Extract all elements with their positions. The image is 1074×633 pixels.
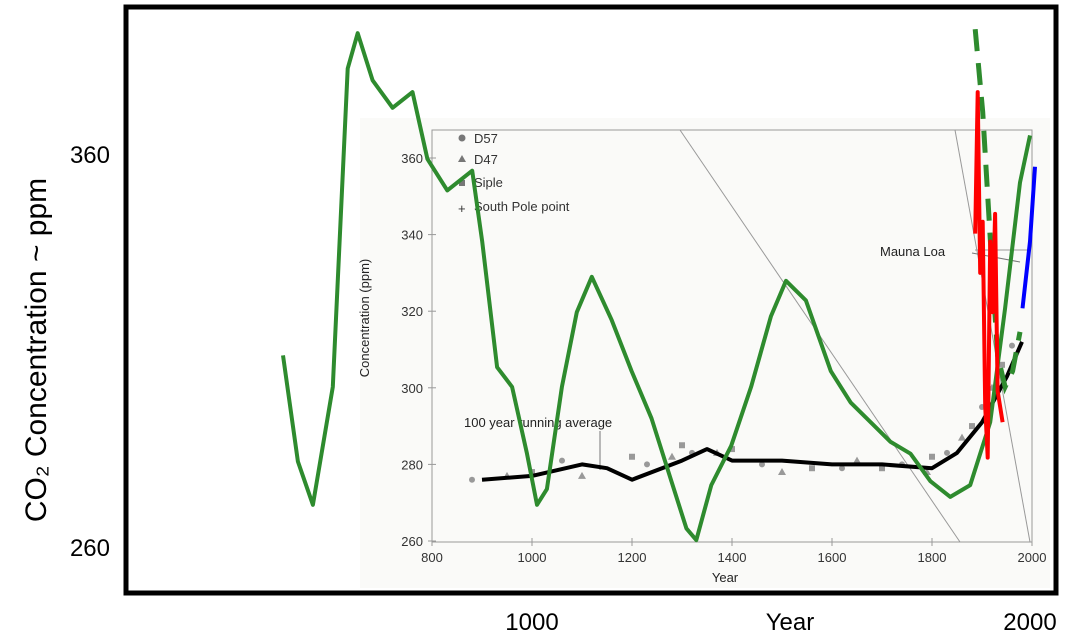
inset-y-ticks: 260 280 300 320 340 360 — [401, 151, 436, 549]
main-y-tick-260: 260 — [70, 535, 110, 562]
main-x-tick-1000: 1000 — [505, 609, 558, 633]
inset-data-point — [944, 449, 950, 456]
inset-data-point — [759, 461, 765, 468]
inset-x-tick-label: 800 — [421, 550, 443, 565]
inset-data-point — [879, 465, 885, 472]
legend-marker-d47 — [458, 155, 466, 162]
running-average-line — [481, 341, 1024, 482]
inset-data-point — [668, 452, 676, 460]
main-x-tick-2000: 2000 — [1003, 609, 1056, 633]
inset-x-tick-label: 1600 — [818, 550, 847, 565]
inset-x-ticks: 800 1000 1200 1400 1600 1800 2000 — [421, 538, 1046, 565]
inset-data-point — [958, 433, 966, 441]
inset-data-point — [969, 423, 975, 430]
main-y-axis-label: CO₂ Concentration ~ ppm — [20, 178, 53, 522]
main-y-tick-360: 360 — [70, 142, 110, 169]
inset-data-point — [853, 456, 861, 464]
inset-y-tick-label: 260 — [401, 534, 423, 549]
red-curve — [973, 90, 1005, 460]
inset-data-point — [729, 446, 735, 453]
inset-data-point — [1009, 342, 1015, 349]
inset-data-point — [929, 453, 935, 460]
main-x-axis-label: Year — [766, 609, 815, 633]
inset-data-point — [809, 465, 815, 472]
green-reconstruction-curve — [281, 31, 1032, 543]
inset-x-tick-label: 1400 — [718, 550, 747, 565]
inset-x-tick-label: 1200 — [618, 550, 647, 565]
legend-label-south-pole: South Pole point — [474, 199, 570, 214]
inset-data-point — [629, 453, 635, 460]
inset-data-point — [469, 476, 475, 483]
inset-y-axis-label: Concentration (ppm) — [357, 259, 372, 378]
inset-data-point — [778, 468, 786, 476]
inset-data-point — [839, 465, 845, 472]
inset-y-tick-label: 340 — [401, 228, 423, 243]
legend-label-d47: D47 — [474, 152, 498, 167]
legend-marker-siple — [459, 180, 465, 186]
annotation-mauna-loa: Mauna Loa — [880, 244, 946, 259]
blue-curve — [1020, 166, 1037, 309]
inset-data-point — [559, 457, 565, 464]
inset-y-tick-label: 300 — [401, 381, 423, 396]
inset-y-tick-label: 280 — [401, 457, 423, 472]
legend-label-siple: Siple — [474, 175, 503, 190]
inset-data-point — [578, 471, 586, 479]
inset-y-tick-label: 320 — [401, 304, 423, 319]
inset-data-point — [644, 461, 650, 468]
inset-ice-core-points — [469, 342, 1015, 483]
legend-label-d57: D57 — [474, 131, 498, 146]
inset-y-tick-label: 360 — [401, 151, 423, 166]
legend-marker-d57 — [458, 134, 466, 142]
inset-x-tick-label: 2000 — [1018, 550, 1047, 565]
inset-background — [360, 118, 1050, 588]
inset-x-tick-label: 1800 — [918, 550, 947, 565]
inset-x-axis-label: Year — [712, 570, 739, 585]
inset-data-point — [679, 442, 685, 449]
legend-marker-south-pole: + — [458, 201, 466, 216]
annotation-running-average: 100 year running average — [464, 415, 612, 430]
inset-x-tick-label: 1000 — [518, 550, 547, 565]
inset-legend: D57 D47 Siple + South Pole point — [458, 131, 570, 216]
inset-guide-line-2 — [954, 129, 1031, 543]
inset-data-point — [999, 361, 1005, 368]
